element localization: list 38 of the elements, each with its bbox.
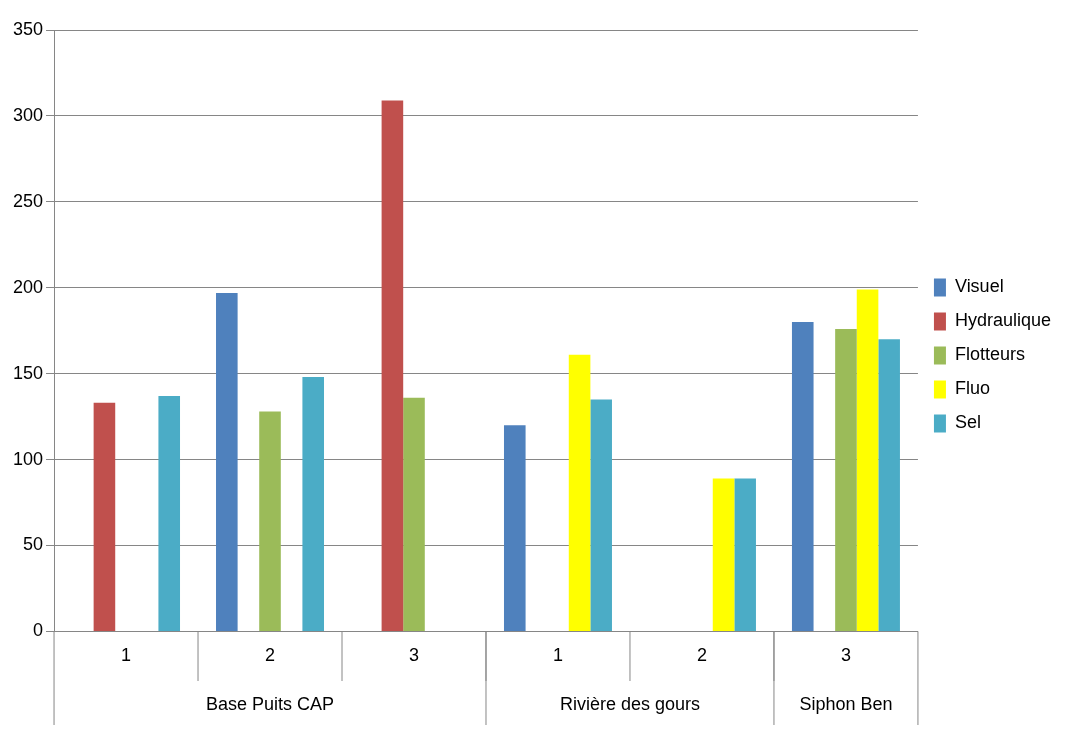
y-tick-label: 350	[12, 18, 44, 39]
bar	[734, 478, 756, 631]
bar	[216, 292, 238, 631]
y-tick-label: 50	[23, 534, 44, 555]
x-tick-label: 3	[408, 645, 419, 666]
bar	[158, 396, 181, 631]
x-tick-label: 1	[121, 645, 132, 666]
bar	[503, 425, 526, 631]
bar	[568, 354, 591, 631]
x-tick-label: 2	[696, 645, 707, 666]
y-tick-label: 300	[12, 104, 44, 125]
bar	[590, 399, 612, 631]
bar	[302, 377, 325, 631]
y-tick-label: 100	[12, 448, 44, 469]
x-tick-label: 1	[552, 645, 563, 666]
legend-label: Visuel	[954, 276, 1004, 297]
legend-label: Fluo	[954, 378, 990, 399]
text: Siphon Ben	[799, 693, 893, 714]
text: Base Puits CAP	[205, 693, 335, 714]
text: Rivière des gours	[559, 693, 700, 714]
bar	[93, 402, 116, 631]
legend-label: Sel	[954, 412, 981, 433]
bar	[856, 289, 879, 631]
y-tick-label: 0	[33, 620, 44, 641]
bar	[791, 322, 814, 631]
bar	[878, 339, 900, 631]
bar	[712, 478, 735, 631]
x-tick-label: 3	[840, 645, 851, 666]
bar	[835, 328, 857, 631]
bar	[403, 397, 425, 631]
legend-label: Hydraulique	[954, 310, 1052, 331]
legend-label: Flotteurs	[954, 344, 1025, 365]
bar	[259, 411, 281, 631]
y-tick-label: 150	[12, 362, 44, 383]
x-tick-label: 2	[265, 645, 276, 666]
bar	[381, 100, 404, 631]
y-tick-label: 250	[12, 190, 44, 211]
y-tick-label: 200	[12, 276, 44, 297]
